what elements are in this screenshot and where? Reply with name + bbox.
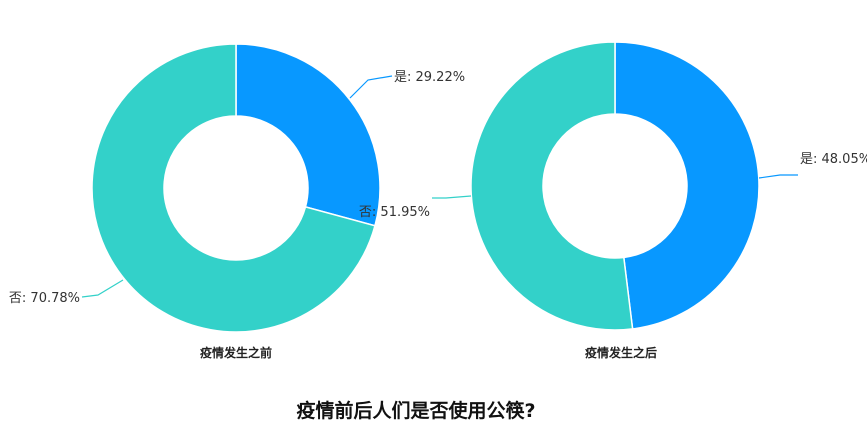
slice-label-no-after: 否: 51.95% (359, 205, 430, 220)
chart-subtitle-after: 疫情发生之后 (585, 345, 657, 360)
slice-no-before[interactable] (91, 43, 376, 333)
main-title: 疫情前后人们是否使用公筷? (296, 399, 535, 422)
slice-yes-after[interactable] (614, 41, 760, 330)
donut-chart-after: 是: 48.05% 否: 51.95% 疫情发生之后 (359, 41, 867, 360)
slice-label-no-before: 否: 70.78% (9, 291, 80, 306)
donut-chart-before: 是: 29.22% 否: 70.78% 疫情发生之前 (9, 43, 465, 360)
slice-label-yes-before: 是: 29.22% (394, 70, 465, 85)
slice-label-yes-after: 是: 48.05% (800, 152, 867, 167)
leader-line-no-after (432, 195, 472, 199)
leader-line-yes-before (349, 75, 393, 99)
slice-yes-before[interactable] (235, 43, 381, 227)
leader-line-yes-after (758, 174, 798, 179)
slice-no-after[interactable] (470, 41, 634, 331)
chart-subtitle-before: 疫情发生之前 (200, 345, 272, 360)
leader-line-no-before (81, 279, 124, 298)
